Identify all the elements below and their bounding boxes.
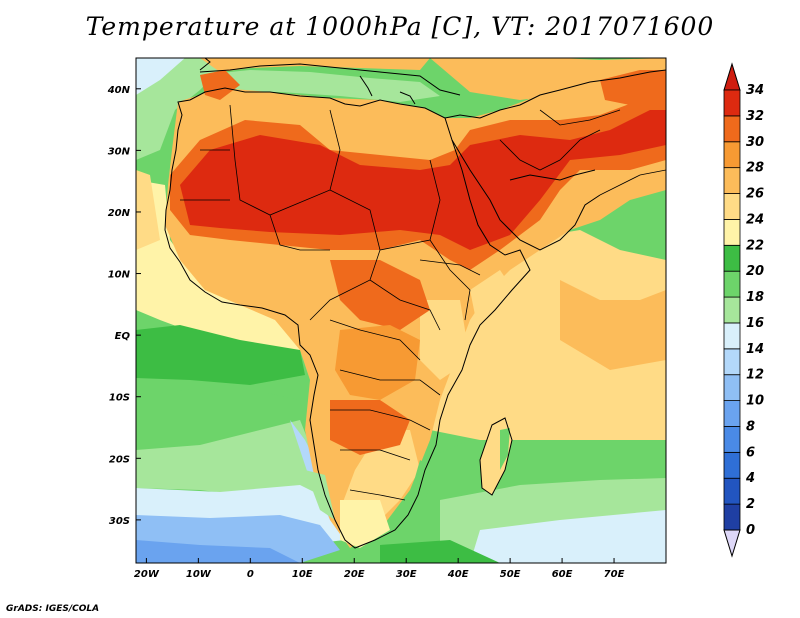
coastlines	[164, 58, 666, 549]
colorbar-swatch	[723, 193, 741, 220]
lon-tick-label: 20E	[344, 569, 365, 580]
colorbar-label: 28	[746, 161, 764, 176]
lon-tick-label: 60E	[552, 569, 573, 580]
latitude-axis: 40N 30N 20N 10N EQ 10S 20S 30S	[107, 85, 141, 527]
colorbar-label: 18	[746, 290, 764, 305]
temperature-field	[136, 58, 666, 563]
colorbar-label: 4	[745, 471, 755, 486]
map-title: Temperature at 1000hPa [C], VT: 20170716…	[85, 12, 715, 41]
colorbar-label: 2	[746, 497, 755, 512]
lon-tick-label: 70E	[604, 569, 625, 580]
colorbar-label: 26	[746, 187, 764, 202]
colorbar-label: 22	[746, 238, 764, 253]
colorbar-swatch	[723, 115, 741, 143]
lon-tick-label: 10W	[186, 569, 212, 580]
lon-tick-label: 10E	[292, 569, 313, 580]
colorbar-label: 0	[746, 523, 755, 538]
colorbar-swatch	[723, 348, 741, 376]
colorbar-swatch	[723, 219, 741, 246]
colorbar-swatch	[723, 477, 741, 505]
colorbar-swatch	[723, 89, 741, 117]
colorbar-swatch	[723, 270, 741, 298]
colorbar-label: 30	[746, 135, 764, 150]
lat-tick-label: 20S	[109, 454, 130, 465]
colorbar-swatch	[723, 426, 741, 453]
colorbar-label: 8	[746, 419, 755, 434]
colorbar-swatch	[723, 322, 741, 350]
lat-tick-label: EQ	[115, 331, 131, 342]
colorbar-swatch	[723, 374, 741, 401]
lat-tick-label: 40N	[107, 85, 131, 96]
colorbar-under-arrow	[723, 529, 741, 558]
lon-tick-label: 50E	[500, 569, 521, 580]
map-frame	[135, 57, 667, 564]
colorbar-swatch	[723, 244, 741, 272]
colorbar-label: 10	[746, 394, 764, 409]
colorbar-label: 34	[746, 83, 764, 98]
lat-tick-label: 20N	[108, 208, 131, 219]
lat-tick-label: 10S	[109, 393, 130, 404]
lat-tick-label: 30S	[109, 516, 130, 527]
lon-tick-label: 40E	[447, 569, 469, 580]
colorbar-swatch	[723, 451, 741, 479]
colorbar-label: 6	[746, 445, 755, 460]
colorbar-swatch	[723, 167, 741, 194]
colorbar-label: 12	[746, 368, 764, 383]
colorbar-swatch	[723, 141, 741, 169]
colorbar-label: 20	[746, 264, 764, 279]
colorbar-swatch	[723, 400, 741, 427]
lat-tick-label: 30N	[108, 146, 131, 157]
colorbar-over-arrow	[723, 62, 741, 91]
country-borders	[180, 104, 666, 501]
colorbar-label: 14	[746, 342, 764, 357]
lat-tick-label: 10N	[108, 270, 131, 281]
lon-tick-label: 30E	[396, 569, 417, 580]
colorbar-label: 32	[746, 109, 764, 124]
lon-tick-label: 20W	[134, 569, 160, 580]
longitude-axis: 20W 10W 0 10E 20E 30E 40E 50E 60E 70E	[134, 558, 625, 580]
colorbar-swatch	[723, 503, 741, 531]
colorbar-label: 16	[746, 316, 764, 331]
grads-credit: GrADS: IGES/COLA	[6, 604, 100, 614]
lon-tick-label: 0	[247, 569, 254, 580]
colorbar-swatch	[723, 296, 741, 324]
colorbar-label: 24	[746, 212, 764, 227]
